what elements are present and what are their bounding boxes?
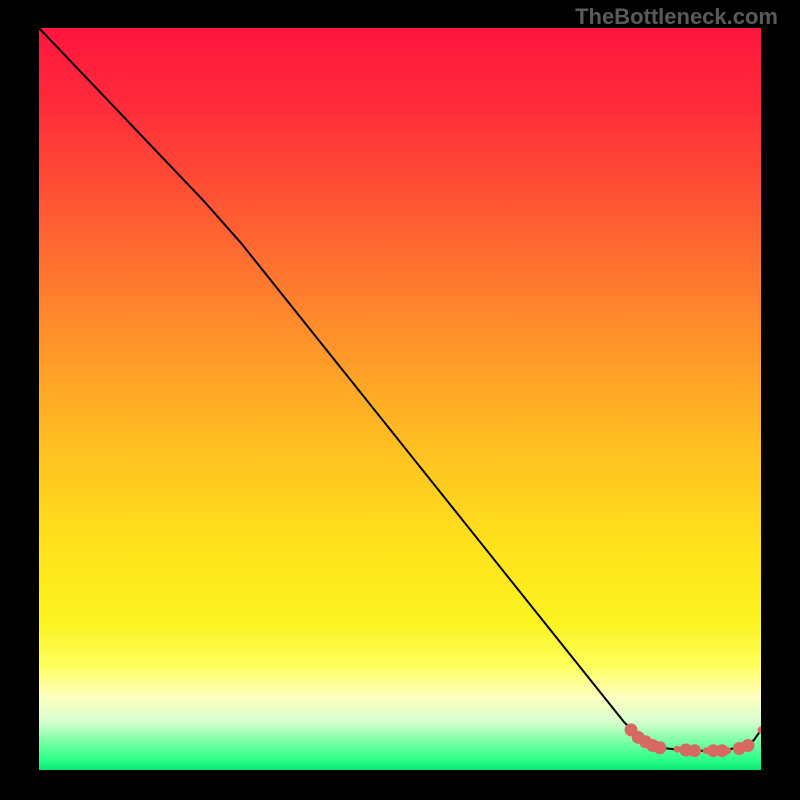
data-marker [724,747,731,754]
chart-background [39,28,761,770]
data-marker [688,744,701,757]
bottleneck-chart [39,28,761,770]
data-marker [653,741,666,754]
data-marker [742,739,755,752]
attribution-label: TheBottleneck.com [575,4,778,30]
chart-svg [39,28,761,770]
